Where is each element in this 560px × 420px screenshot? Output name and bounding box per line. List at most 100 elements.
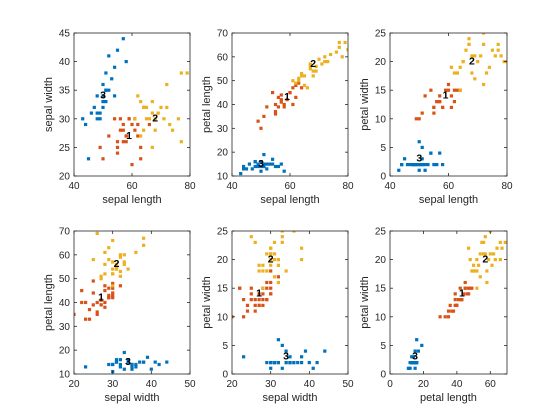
data-point (455, 303, 459, 307)
data-layer (232, 231, 327, 370)
data-point (470, 54, 474, 58)
y-tick-label: 40 (217, 100, 229, 111)
data-point (86, 157, 91, 161)
data-point (176, 117, 180, 121)
data-point (475, 286, 479, 290)
data-point (91, 279, 95, 283)
data-point (450, 309, 454, 313)
y-tick-label: 5 (222, 341, 228, 352)
data-point (297, 76, 301, 80)
data-point (300, 361, 304, 365)
data-point (413, 366, 417, 370)
y-tick-label: 20 (59, 172, 71, 183)
data-point (165, 105, 169, 109)
data-point (463, 280, 467, 285)
data-point (122, 260, 126, 264)
series-cluster-2 (133, 71, 189, 149)
y-axis-label: petal length (43, 274, 55, 331)
x-axis-label: sepal length (419, 194, 478, 206)
data-point (153, 360, 157, 364)
data-point (249, 292, 253, 296)
data-point (444, 88, 448, 92)
plot-area (390, 231, 507, 374)
data-point (458, 298, 462, 302)
data-point (261, 298, 265, 302)
data-point (127, 117, 131, 121)
data-point (98, 111, 102, 115)
data-point (473, 54, 477, 58)
data-point (432, 105, 436, 109)
data-point (467, 42, 471, 46)
data-point (115, 48, 120, 52)
data-point (397, 168, 401, 172)
series-cluster-2 (291, 40, 348, 90)
data-point (256, 162, 260, 166)
data-point (265, 105, 269, 109)
data-point (118, 284, 122, 288)
data-point (493, 258, 497, 262)
series-cluster-3 (239, 153, 286, 176)
data-point (91, 303, 95, 307)
data-point (435, 163, 439, 167)
data-point (103, 250, 107, 254)
series-cluster-2 (449, 33, 507, 92)
data-point (134, 365, 138, 369)
data-point (307, 361, 311, 365)
data-point (498, 258, 502, 262)
data-point (272, 240, 277, 244)
data-point (261, 263, 265, 267)
data-point (249, 286, 253, 290)
data-point (98, 117, 102, 121)
centroid-label-3: 3 (100, 90, 106, 102)
data-point (245, 303, 250, 307)
data-point (168, 122, 172, 127)
x-tick-label: 50 (184, 379, 196, 390)
y-tick-label: 35 (59, 86, 71, 97)
data-point (262, 162, 266, 166)
data-point (420, 343, 424, 347)
data-point (300, 246, 304, 250)
data-point (95, 300, 99, 305)
data-point (276, 275, 280, 279)
data-point (101, 82, 105, 87)
data-point (142, 360, 146, 364)
data-point (411, 361, 415, 365)
data-point (461, 60, 465, 64)
plot-area (232, 33, 348, 176)
data-point (492, 252, 496, 256)
data-point (482, 82, 486, 87)
data-point (467, 246, 471, 250)
data-point (343, 40, 347, 45)
data-point (279, 100, 283, 104)
y-tick-label: 0 (380, 370, 386, 381)
data-point (490, 263, 494, 267)
y-tick-label: 50 (59, 274, 71, 285)
data-point (99, 298, 103, 302)
data-point (111, 281, 115, 285)
data-point (74, 312, 76, 316)
y-tick-label: 70 (217, 29, 229, 40)
axes-frame (231, 230, 349, 375)
data-point (272, 361, 277, 365)
data-point (139, 100, 143, 104)
x-tick-label: 20 (68, 379, 80, 390)
data-point (411, 163, 415, 167)
data-point (443, 315, 447, 319)
subplot-1: 1 2 3 40 60 80 20 25 30 35 40 45 sepal length sepal w… (43, 29, 196, 207)
data-point (99, 274, 103, 278)
data-point (81, 117, 85, 121)
data-point (279, 93, 283, 97)
data-point (103, 284, 107, 288)
data-point (98, 145, 102, 149)
data-point (302, 74, 307, 78)
data-point (247, 162, 251, 166)
data-point (441, 105, 445, 109)
y-tick-label: 15 (217, 284, 229, 295)
data-point (107, 286, 111, 290)
data-point (99, 303, 103, 307)
data-point (423, 168, 427, 172)
data-point (269, 366, 273, 370)
data-point (265, 361, 269, 365)
data-point (446, 88, 451, 92)
axes-frame (389, 230, 508, 375)
